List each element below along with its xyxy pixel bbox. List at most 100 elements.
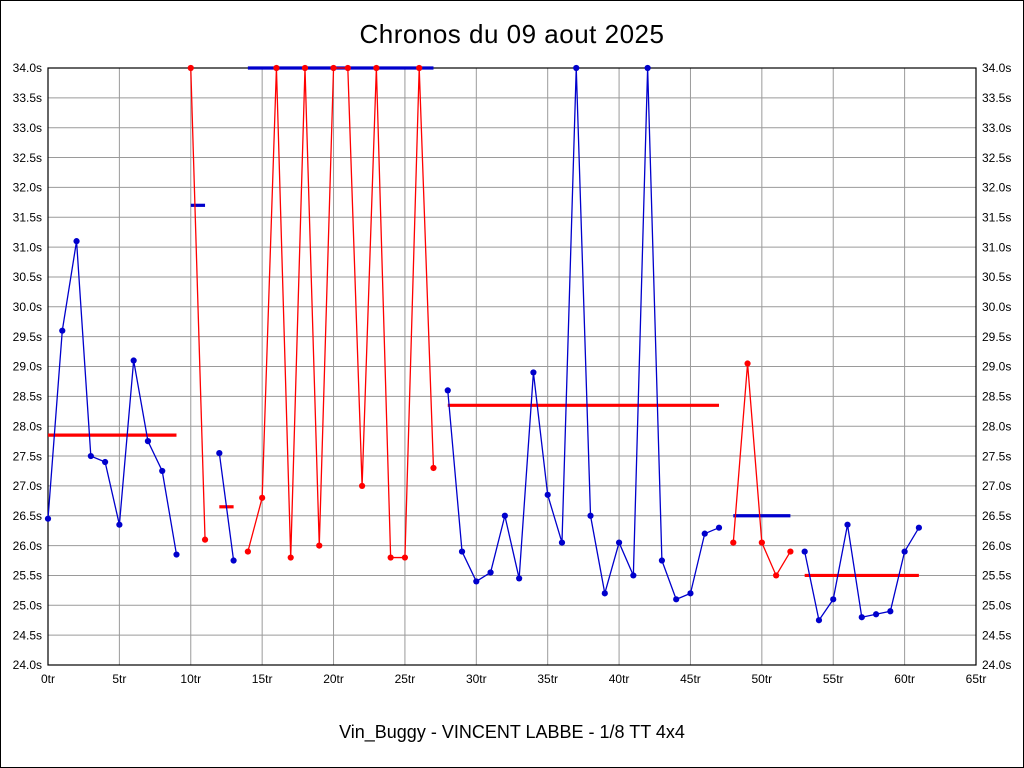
lap-point xyxy=(630,572,637,579)
lap-point xyxy=(587,512,594,519)
y-tick-label-right: 32.5s xyxy=(982,151,1011,165)
y-tick-label-right: 29.5s xyxy=(982,330,1011,344)
lap-point xyxy=(787,548,794,555)
lap-point xyxy=(487,569,494,576)
x-tick-label: 0tr xyxy=(41,672,55,686)
lap-point xyxy=(216,449,223,457)
y-tick-label-right: 32.0s xyxy=(982,181,1011,195)
y-tick-label-right: 24.0s xyxy=(982,658,1011,672)
y-tick-label-left: 31.5s xyxy=(13,210,42,224)
lap-point xyxy=(116,521,123,528)
y-tick-label-right: 27.5s xyxy=(982,449,1011,463)
run-4-line xyxy=(247,67,435,559)
y-tick-label-left: 32.5s xyxy=(13,151,42,165)
lap-point xyxy=(887,608,894,615)
series-runs xyxy=(44,64,922,624)
y-tick-label-left: 30.0s xyxy=(13,300,42,314)
lap-point xyxy=(387,554,394,561)
y-tick-label-right: 28.5s xyxy=(982,390,1011,404)
y-axis-labels: 34.0s 34.0s 33.5s 33.5s 33.0s 33.0s 32.5s 32.5s… xyxy=(13,61,1012,672)
y-tick-label-right: 28.0s xyxy=(982,419,1011,433)
lap-point xyxy=(644,64,651,72)
y-tick-label-left: 27.5s xyxy=(13,449,42,463)
lap-point xyxy=(530,369,537,376)
lap-point xyxy=(130,357,137,364)
lap-point xyxy=(273,64,280,72)
x-tick-label: 65tr xyxy=(966,672,987,686)
lap-point xyxy=(316,542,323,549)
y-tick-label-right: 26.0s xyxy=(982,539,1011,553)
lap-point xyxy=(858,614,865,621)
lap-point xyxy=(259,494,266,501)
y-tick-label-right: 24.5s xyxy=(982,628,1011,642)
y-tick-label-left: 25.5s xyxy=(13,569,42,583)
x-tick-label: 10tr xyxy=(180,672,201,686)
lap-point xyxy=(187,64,194,72)
x-tick-label: 35tr xyxy=(537,672,558,686)
lap-point xyxy=(173,551,180,558)
y-tick-label-left: 34.0s xyxy=(13,61,42,75)
run-3-line xyxy=(218,452,235,561)
lap-point xyxy=(287,554,294,561)
lap-point xyxy=(687,590,694,597)
x-tick-label: 5tr xyxy=(112,672,126,686)
lap-point xyxy=(301,64,309,72)
y-tick-label-left: 33.5s xyxy=(13,91,42,105)
y-tick-label-right: 34.0s xyxy=(982,61,1011,75)
lap-point xyxy=(744,360,751,367)
y-tick-label-right: 31.5s xyxy=(982,210,1011,224)
lap-point xyxy=(730,539,737,546)
y-tick-label-left: 26.0s xyxy=(13,539,42,553)
x-tick-label: 45tr xyxy=(680,672,701,686)
y-tick-label-left: 29.0s xyxy=(13,360,42,374)
lap-point xyxy=(458,548,466,555)
lap-point xyxy=(444,387,451,394)
lap-point xyxy=(573,64,580,72)
lap-point xyxy=(773,572,780,579)
run-1-line xyxy=(47,241,178,555)
x-tick-label: 40tr xyxy=(609,672,630,686)
y-tick-label-left: 27.0s xyxy=(13,479,42,493)
lap-point xyxy=(601,590,608,597)
y-tick-label-left: 29.5s xyxy=(13,330,42,344)
lap-point xyxy=(715,524,723,531)
lap-point xyxy=(44,515,52,522)
lap-point xyxy=(201,536,209,543)
y-tick-label-left: 24.0s xyxy=(13,658,42,672)
y-tick-label-left: 28.5s xyxy=(13,390,42,404)
y-tick-label-right: 25.5s xyxy=(982,569,1011,583)
lap-point xyxy=(230,557,237,564)
lap-point xyxy=(915,524,922,531)
lap-point xyxy=(102,458,109,466)
lap-point xyxy=(401,554,409,561)
y-tick-label-right: 27.0s xyxy=(982,479,1011,493)
lap-point xyxy=(344,64,351,72)
lap-point xyxy=(73,238,80,245)
run-2-line xyxy=(190,67,206,540)
y-tick-label-left: 28.0s xyxy=(13,419,42,433)
lap-point xyxy=(473,578,480,585)
x-tick-label: 25tr xyxy=(395,672,416,686)
y-tick-label-right: 26.5s xyxy=(982,509,1011,523)
run-5-line xyxy=(447,67,720,601)
lap-point xyxy=(244,548,251,555)
lap-point xyxy=(844,521,851,528)
lap-point xyxy=(701,530,708,537)
y-tick-label-right: 29.0s xyxy=(982,360,1011,374)
lap-point xyxy=(901,548,908,555)
x-tick-label: 55tr xyxy=(823,672,844,686)
y-tick-label-left: 24.5s xyxy=(13,628,42,642)
lap-point xyxy=(430,464,437,472)
lap-point xyxy=(830,596,837,603)
lap-point xyxy=(59,327,66,334)
lap-point xyxy=(501,512,508,519)
y-tick-label-right: 31.0s xyxy=(982,240,1011,254)
y-tick-label-right: 30.0s xyxy=(982,300,1011,314)
x-tick-label: 60tr xyxy=(894,672,915,686)
lap-point xyxy=(330,64,337,72)
x-tick-label: 30tr xyxy=(466,672,487,686)
x-axis-labels: 0tr 5tr 10tr 15tr 20tr 25tr 30tr 35tr 40tr 45tr 50… xyxy=(41,672,986,686)
lap-point xyxy=(758,539,765,546)
lap-point xyxy=(872,611,880,618)
x-tick-label: 20tr xyxy=(323,672,344,686)
